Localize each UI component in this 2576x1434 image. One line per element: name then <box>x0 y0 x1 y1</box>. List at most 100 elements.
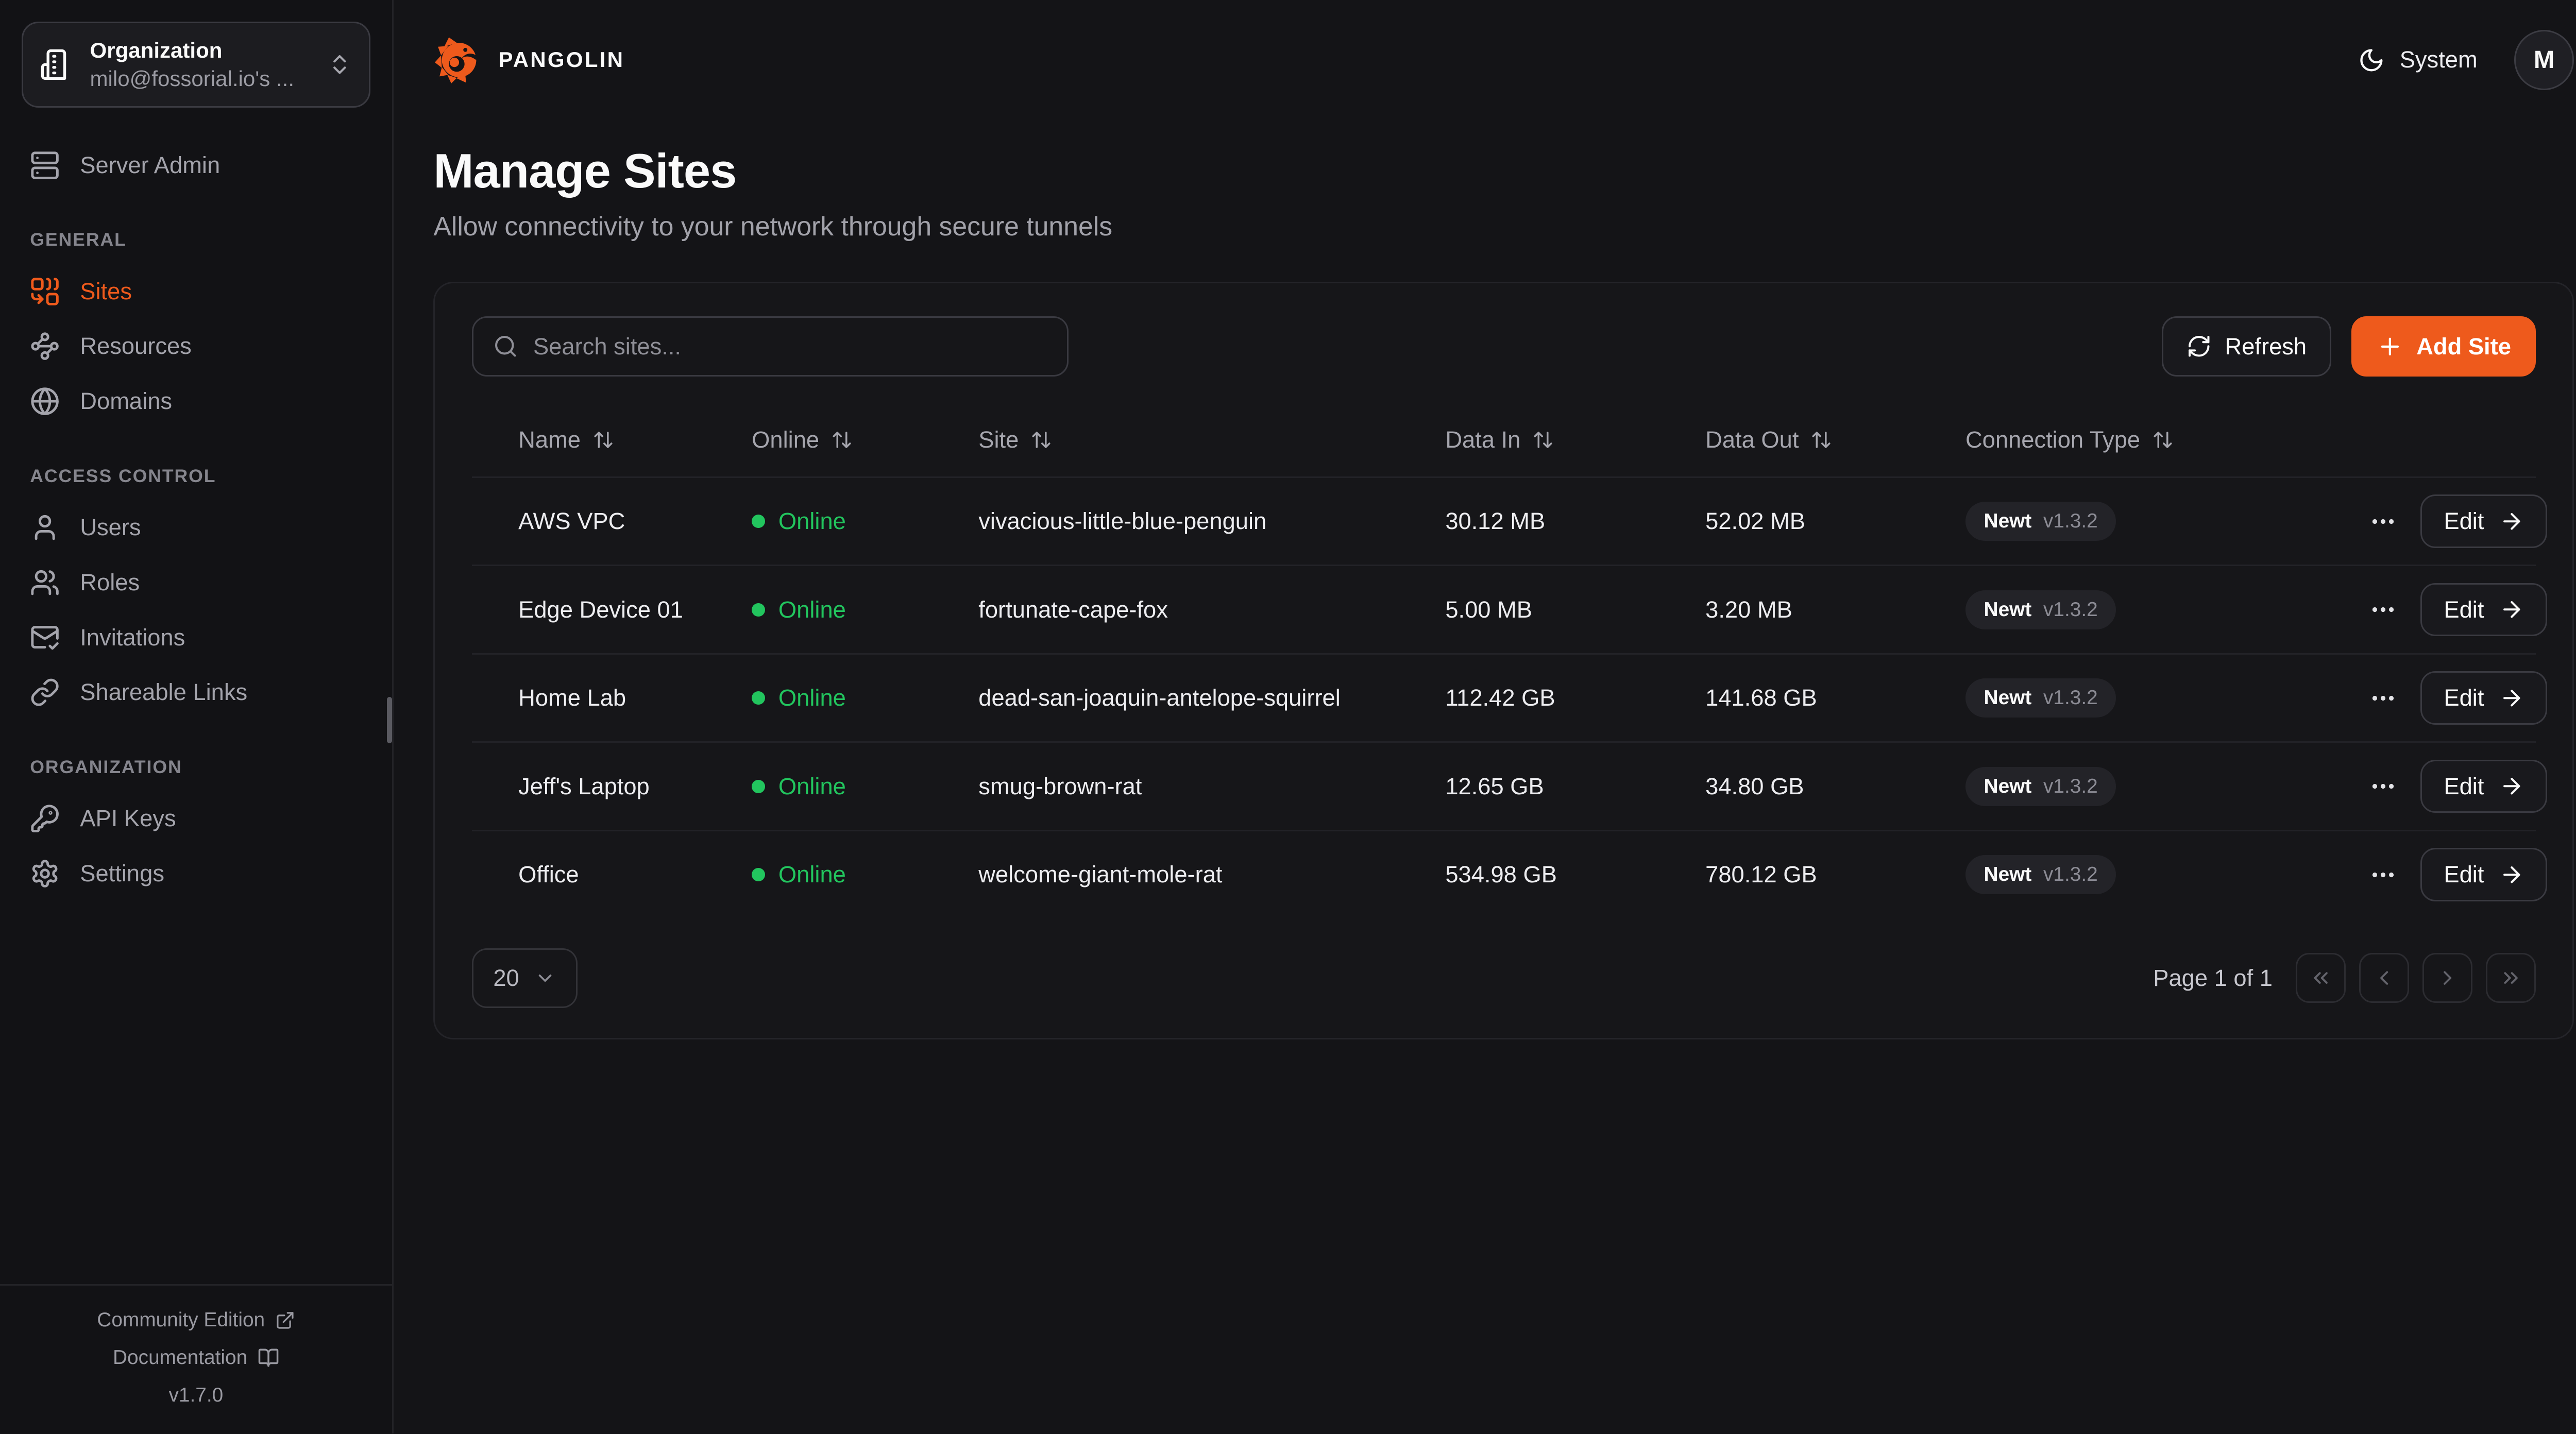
connection-type-badge: Newt v1.3.2 <box>1965 766 2116 806</box>
page-head: Manage Sites Allow connectivity to your … <box>394 120 2576 242</box>
row-menu-button[interactable] <box>2366 680 2401 715</box>
theme-label: System <box>2399 46 2478 73</box>
sort-icon <box>2152 429 2174 451</box>
chevrons-right-icon <box>2499 966 2522 989</box>
cell-tunnel-name: welcome-giant-mole-rat <box>978 861 1223 888</box>
column-header-data-in[interactable]: Data In <box>1445 426 1705 453</box>
column-header-online[interactable]: Online <box>752 426 978 453</box>
sidebar-item-label: Resources <box>80 333 192 360</box>
sites-card: Refresh Add Site Name <box>433 281 2574 1040</box>
community-edition-link[interactable]: Community Edition <box>97 1309 295 1331</box>
cell-site-name: Jeff's Laptop <box>518 773 650 799</box>
prev-page-button[interactable] <box>2359 953 2410 1003</box>
cell-online-status: Online <box>752 861 978 888</box>
topbar: PANGOLIN System M <box>394 0 2576 120</box>
column-header-site[interactable]: Site <box>978 426 1445 453</box>
sidebar-item-resources[interactable]: Resources <box>20 319 372 374</box>
section-heading-organization: ORGANIZATION <box>30 756 182 777</box>
theme-toggle[interactable]: System <box>2358 46 2478 73</box>
org-switcher[interactable]: Organization milo@fossorial.io's ... <box>22 22 370 108</box>
connection-type-badge: Newt v1.3.2 <box>1965 590 2116 629</box>
sidebar-item-domains[interactable]: Domains <box>20 374 372 429</box>
sidebar-item-api-keys[interactable]: API Keys <box>20 791 372 846</box>
row-menu-button[interactable] <box>2366 504 2401 539</box>
column-header-connection-type[interactable]: Connection Type <box>1965 426 2366 453</box>
documentation-link[interactable]: Documentation <box>113 1346 279 1369</box>
link-icon <box>30 677 60 707</box>
refresh-icon <box>2187 334 2212 359</box>
sort-icon <box>1030 429 1052 451</box>
row-menu-button[interactable] <box>2366 769 2401 804</box>
online-dot-icon <box>752 515 766 528</box>
chevron-left-icon <box>2372 966 2396 989</box>
column-header-data-out[interactable]: Data Out <box>1705 426 1965 453</box>
cell-online-status: Online <box>752 685 978 711</box>
waypoints-icon <box>30 331 60 361</box>
first-page-button[interactable] <box>2296 953 2346 1003</box>
connection-type-badge: Newt v1.3.2 <box>1965 855 2116 895</box>
table-row: Jeff's Laptop Online smug-brown-rat 12.6… <box>471 741 2548 830</box>
cell-site-name: Home Lab <box>518 685 626 711</box>
refresh-button[interactable]: Refresh <box>2161 316 2332 377</box>
sidebar-item-label: Sites <box>80 278 132 304</box>
table-header-row: Name Online Site Data In <box>472 403 2536 476</box>
edit-button[interactable]: Edit <box>2420 759 2548 813</box>
cell-online-status: Online <box>752 596 978 623</box>
sidebar-item-shareable-links[interactable]: Shareable Links <box>20 665 372 720</box>
sidebar-item-sites[interactable]: Sites <box>20 264 372 319</box>
search-input[interactable] <box>533 333 1047 360</box>
cell-data-out: 34.80 GB <box>1705 773 1804 799</box>
sort-icon <box>592 429 614 451</box>
edit-button[interactable]: Edit <box>2420 583 2548 637</box>
cell-online-status: Online <box>752 508 978 535</box>
next-page-button[interactable] <box>2422 953 2473 1003</box>
cell-tunnel-name: dead-san-joaquin-antelope-squirrel <box>978 685 1341 711</box>
moon-icon <box>2358 47 2385 74</box>
cell-tunnel-name: fortunate-cape-fox <box>978 596 1168 623</box>
add-site-button[interactable]: Add Site <box>2351 316 2536 377</box>
sidebar-item-settings[interactable]: Settings <box>20 846 372 901</box>
page-title: Manage Sites <box>433 144 737 198</box>
page-size-select[interactable]: 20 <box>471 948 578 1009</box>
building-icon <box>40 48 73 81</box>
online-dot-icon <box>752 691 766 705</box>
table-row: AWS VPC Online vivacious-little-blue-pen… <box>471 476 2548 565</box>
sidebar-item-users[interactable]: Users <box>20 500 372 555</box>
cell-data-in: 534.98 GB <box>1445 861 1557 888</box>
sidebar-item-roles[interactable]: Roles <box>20 555 372 610</box>
edit-button[interactable]: Edit <box>2420 671 2548 725</box>
connection-type-badge: Newt v1.3.2 <box>1965 502 2116 541</box>
row-menu-button[interactable] <box>2366 857 2401 892</box>
last-page-button[interactable] <box>2486 953 2536 1003</box>
sidebar-item-server-admin[interactable]: Server Admin <box>20 138 372 193</box>
org-switcher-label: Organization <box>90 38 223 62</box>
row-menu-button[interactable] <box>2366 592 2401 627</box>
cell-data-out: 3.20 MB <box>1705 596 1792 623</box>
org-switcher-value: milo@fossorial.io's ... <box>90 66 295 91</box>
cell-data-out: 780.12 GB <box>1705 861 1817 888</box>
combine-icon <box>30 277 60 306</box>
edit-button[interactable]: Edit <box>2420 848 2548 901</box>
sidebar-item-invitations[interactable]: Invitations <box>20 610 372 665</box>
connection-type-badge: Newt v1.3.2 <box>1965 678 2116 718</box>
cell-site-name: Office <box>518 861 579 888</box>
section-heading-access-control: ACCESS CONTROL <box>30 465 216 486</box>
chevron-right-icon <box>2436 966 2459 989</box>
table-row: Office Online welcome-giant-mole-rat 534… <box>471 829 2548 918</box>
cell-tunnel-name: smug-brown-rat <box>978 773 1142 799</box>
cell-tunnel-name: vivacious-little-blue-penguin <box>978 508 1267 535</box>
table-row: Edge Device 01 Online fortunate-cape-fox… <box>471 565 2548 653</box>
arrow-right-icon <box>2499 509 2524 534</box>
brand-name: PANGOLIN <box>498 47 625 72</box>
server-icon <box>30 150 60 180</box>
sidebar-item-label: Settings <box>80 860 164 886</box>
page-summary: Page 1 of 1 <box>2153 964 2273 991</box>
chevrons-up-down-icon <box>327 52 352 77</box>
search-icon <box>493 334 518 359</box>
sidebar-scrollbar[interactable] <box>386 696 392 744</box>
avatar[interactable]: M <box>2514 30 2574 90</box>
key-icon <box>30 804 60 833</box>
edit-button[interactable]: Edit <box>2420 494 2548 548</box>
column-header-name[interactable]: Name <box>518 426 752 453</box>
online-dot-icon <box>752 603 766 617</box>
